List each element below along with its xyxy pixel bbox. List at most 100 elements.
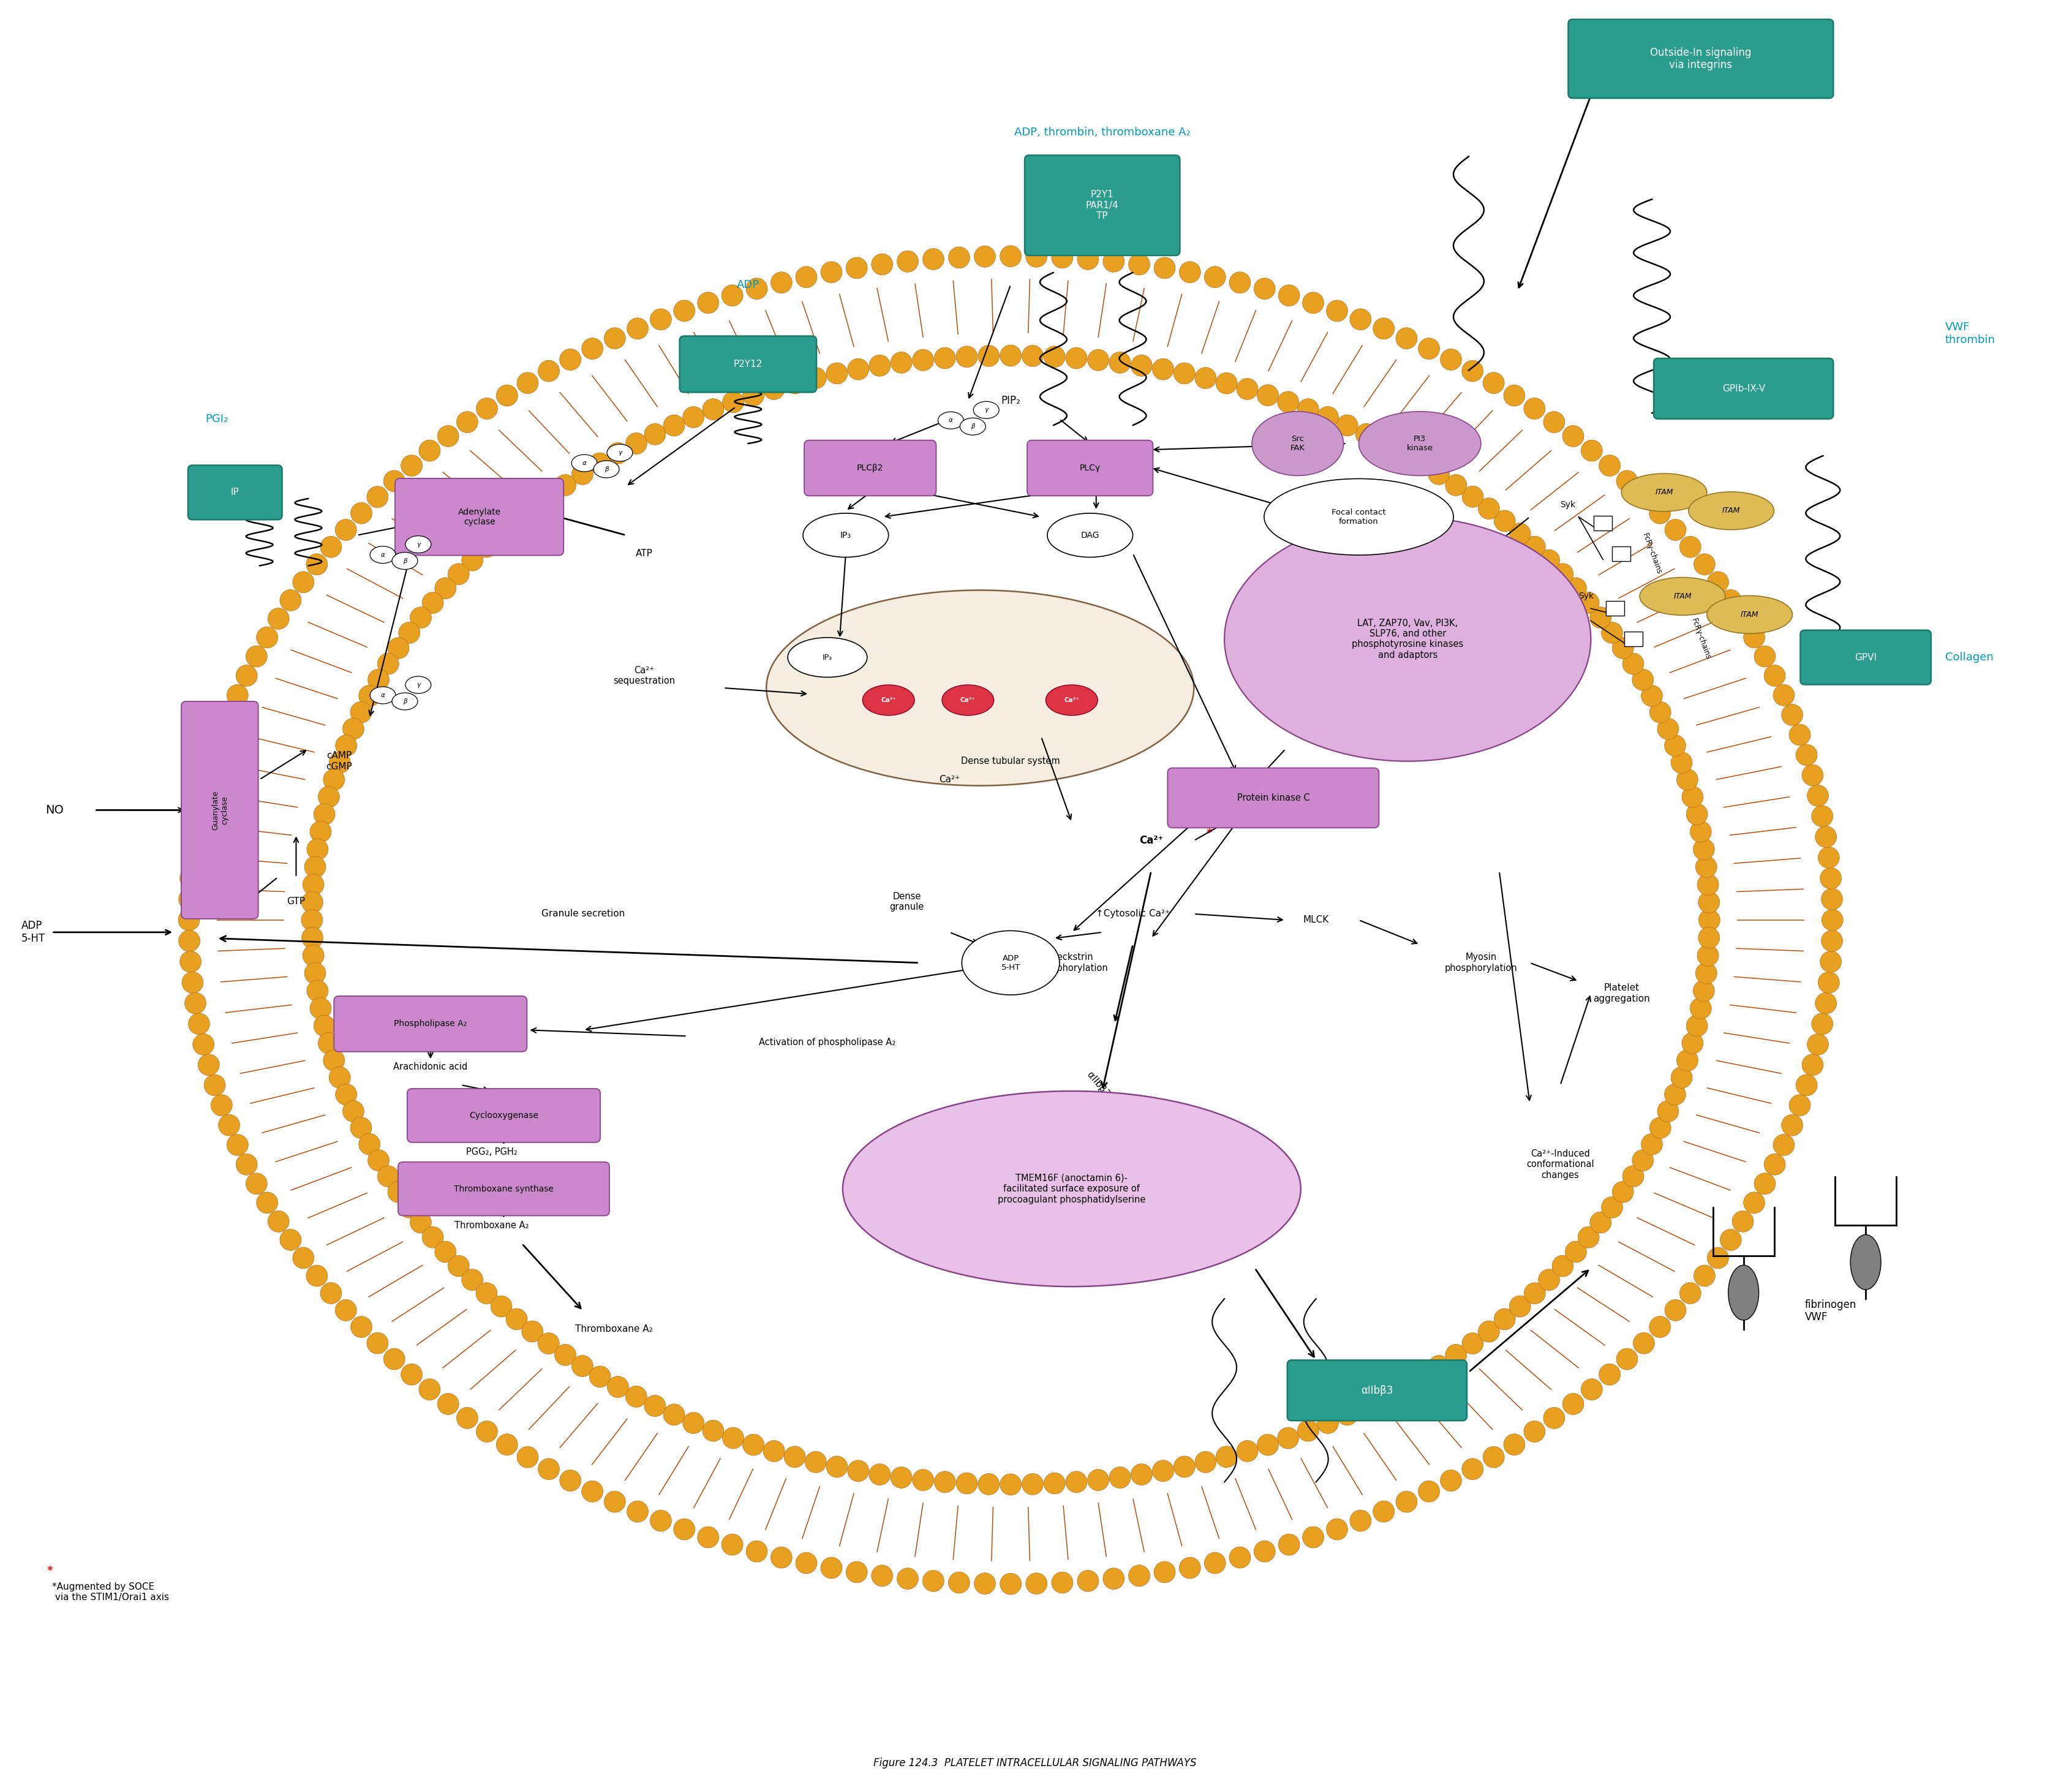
Circle shape xyxy=(1237,1441,1258,1462)
Circle shape xyxy=(307,838,327,859)
Circle shape xyxy=(1216,1446,1237,1468)
Circle shape xyxy=(1819,950,1842,972)
Circle shape xyxy=(539,485,559,507)
Circle shape xyxy=(1374,1500,1394,1521)
Circle shape xyxy=(1278,285,1299,306)
Circle shape xyxy=(1258,385,1278,406)
Circle shape xyxy=(1664,736,1687,757)
Text: Thromboxane synthase: Thromboxane synthase xyxy=(454,1185,553,1194)
Text: Syk: Syk xyxy=(1579,592,1593,601)
Circle shape xyxy=(684,406,704,428)
Circle shape xyxy=(1411,1366,1432,1387)
Text: ADP
5-HT: ADP 5-HT xyxy=(21,920,46,943)
Circle shape xyxy=(1525,1283,1546,1303)
Circle shape xyxy=(796,1552,816,1573)
Circle shape xyxy=(211,725,232,745)
Circle shape xyxy=(402,1364,423,1385)
Circle shape xyxy=(1173,1455,1196,1477)
Circle shape xyxy=(1707,1248,1728,1269)
Circle shape xyxy=(1633,1149,1653,1171)
Circle shape xyxy=(588,1366,611,1387)
Circle shape xyxy=(1374,1385,1397,1407)
Circle shape xyxy=(1641,686,1662,707)
Circle shape xyxy=(539,360,559,381)
Circle shape xyxy=(199,1054,220,1076)
Circle shape xyxy=(367,1332,387,1353)
Circle shape xyxy=(922,249,945,270)
Circle shape xyxy=(555,474,576,496)
Circle shape xyxy=(663,1403,684,1425)
Circle shape xyxy=(1803,764,1823,786)
Text: ADP: ADP xyxy=(738,279,760,290)
Circle shape xyxy=(1633,1332,1656,1353)
Circle shape xyxy=(1303,1527,1324,1548)
Circle shape xyxy=(193,1035,213,1054)
Circle shape xyxy=(1026,245,1046,267)
Circle shape xyxy=(305,963,325,984)
Ellipse shape xyxy=(1689,492,1774,530)
Circle shape xyxy=(367,487,387,508)
Circle shape xyxy=(292,1248,315,1269)
Text: Ca²⁺: Ca²⁺ xyxy=(1140,836,1162,847)
Text: Collagen: Collagen xyxy=(1946,652,1993,662)
Circle shape xyxy=(1417,1480,1440,1502)
Circle shape xyxy=(1494,1308,1515,1330)
Circle shape xyxy=(1077,249,1098,270)
Circle shape xyxy=(582,338,603,360)
Circle shape xyxy=(410,1212,431,1233)
Text: Ca²⁺: Ca²⁺ xyxy=(939,775,959,784)
Circle shape xyxy=(746,1541,767,1563)
Circle shape xyxy=(1484,1446,1504,1468)
Ellipse shape xyxy=(767,591,1193,786)
Circle shape xyxy=(182,847,203,868)
Circle shape xyxy=(1278,1534,1299,1556)
Circle shape xyxy=(423,592,443,614)
Circle shape xyxy=(423,1226,443,1248)
Circle shape xyxy=(949,1572,970,1593)
Circle shape xyxy=(1463,485,1484,507)
Circle shape xyxy=(1349,308,1372,329)
Circle shape xyxy=(1297,1419,1318,1441)
Ellipse shape xyxy=(1728,1266,1759,1321)
Circle shape xyxy=(387,637,408,659)
Circle shape xyxy=(203,1074,226,1095)
Circle shape xyxy=(605,1491,626,1513)
Text: αIIbβ3: αIIbβ3 xyxy=(1361,1385,1392,1396)
Ellipse shape xyxy=(371,687,396,703)
Circle shape xyxy=(1463,1459,1484,1480)
Circle shape xyxy=(1680,537,1701,558)
Circle shape xyxy=(783,1446,806,1468)
Circle shape xyxy=(307,553,327,575)
Circle shape xyxy=(1001,345,1021,367)
Text: Thromboxane A₂: Thromboxane A₂ xyxy=(454,1221,528,1230)
Circle shape xyxy=(1649,1117,1670,1138)
Circle shape xyxy=(1670,752,1693,773)
Circle shape xyxy=(280,589,300,610)
Text: TMEM16F (anoctamin 6)-
facilitated surface exposure of
procoagulant phosphatidyl: TMEM16F (anoctamin 6)- facilitated surfa… xyxy=(999,1174,1146,1205)
Circle shape xyxy=(303,874,323,895)
Text: Focal contact
formation: Focal contact formation xyxy=(1332,508,1386,526)
Circle shape xyxy=(1562,1393,1583,1414)
Ellipse shape xyxy=(961,931,1059,995)
Circle shape xyxy=(821,261,841,283)
FancyBboxPatch shape xyxy=(1606,601,1624,616)
Circle shape xyxy=(387,1181,408,1203)
Circle shape xyxy=(350,702,371,723)
Text: FcRγ-chains: FcRγ-chains xyxy=(1641,532,1664,575)
Text: IP₃: IP₃ xyxy=(841,532,852,539)
Circle shape xyxy=(1440,1470,1461,1491)
FancyBboxPatch shape xyxy=(408,1088,601,1142)
Text: β: β xyxy=(605,465,609,473)
Circle shape xyxy=(1463,360,1484,381)
Circle shape xyxy=(369,669,390,691)
Circle shape xyxy=(1440,349,1461,371)
Circle shape xyxy=(1131,354,1152,376)
Circle shape xyxy=(1053,1572,1073,1593)
Circle shape xyxy=(1732,1210,1753,1232)
Circle shape xyxy=(644,424,665,446)
Circle shape xyxy=(1602,623,1622,643)
Ellipse shape xyxy=(939,412,963,430)
Circle shape xyxy=(1819,868,1842,890)
Circle shape xyxy=(1821,931,1842,952)
Circle shape xyxy=(1392,442,1413,464)
